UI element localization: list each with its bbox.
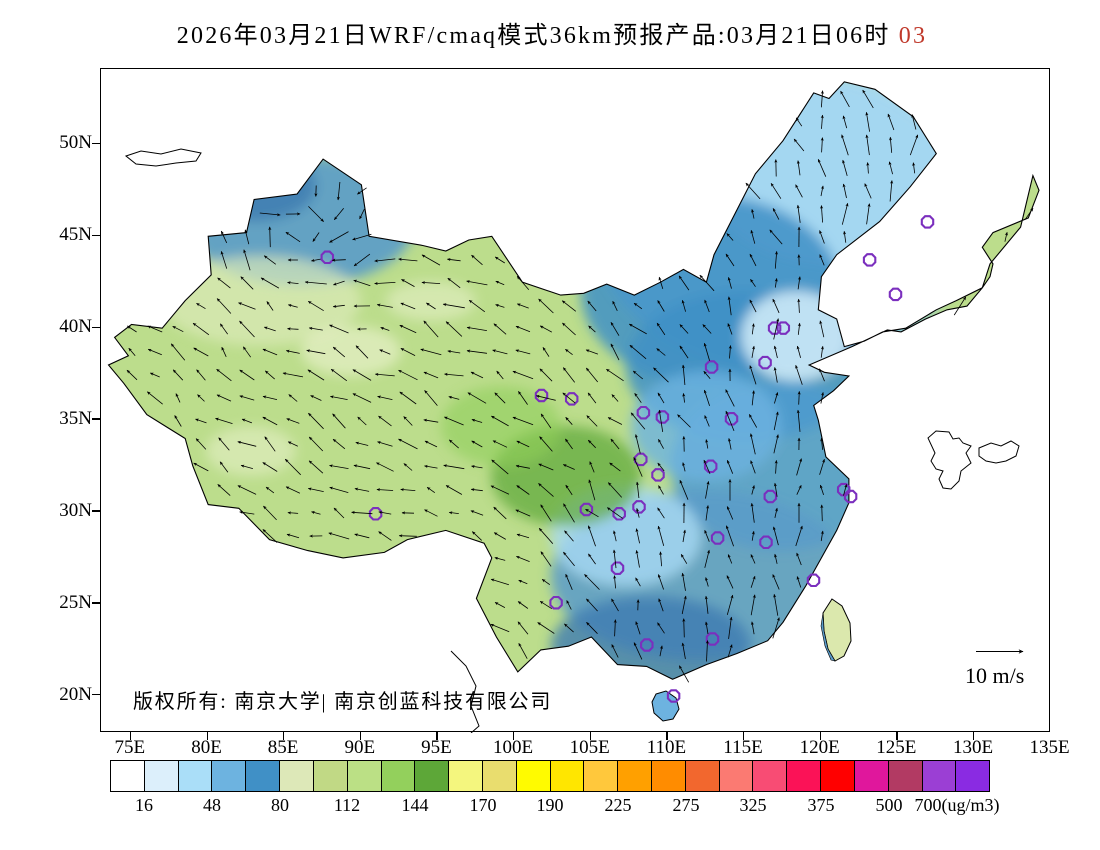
svg-text:10 m/s: 10 m/s <box>965 663 1024 688</box>
